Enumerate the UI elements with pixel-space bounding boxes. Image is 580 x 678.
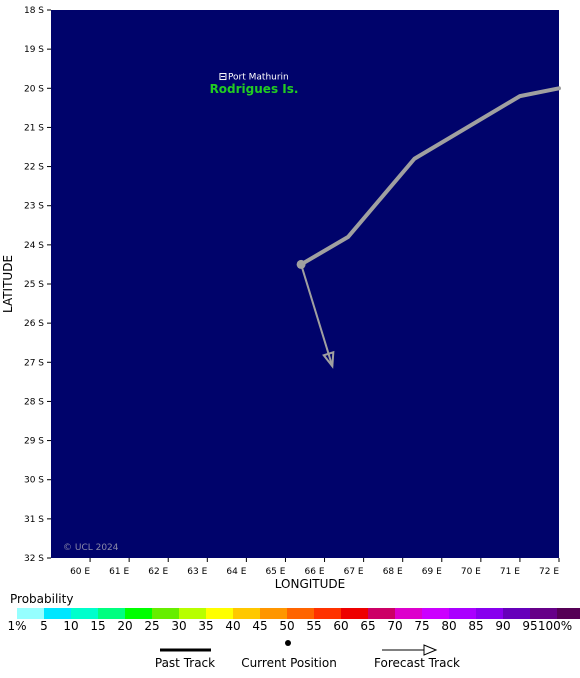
forecast-track-label: Forecast Track [374, 656, 460, 670]
probability-label: 55 [306, 619, 321, 633]
probability-swatch [17, 608, 44, 619]
probability-swatch [260, 608, 287, 619]
probability-label: 35 [198, 619, 213, 633]
past-track-label: Past Track [155, 656, 215, 670]
probability-label: 30 [171, 619, 186, 633]
probability-swatch [233, 608, 260, 619]
probability-swatch [179, 608, 206, 619]
forecast-arrowhead-icon [322, 350, 335, 369]
x-tick-label: 71 E [500, 567, 520, 577]
probability-label: 20 [117, 619, 132, 633]
probability-label: 90 [495, 619, 510, 633]
forecast-track-line [300, 264, 334, 367]
probability-label: 5 [40, 619, 48, 633]
probability-label: 75 [414, 619, 429, 633]
probability-label: 85 [468, 619, 483, 633]
probability-swatch [287, 608, 314, 619]
probability-swatch [125, 608, 152, 619]
probability-label: 80 [441, 619, 456, 633]
x-tick-label: 62 E [148, 567, 168, 577]
probability-label: 100% [538, 619, 572, 633]
copyright-text: © UCL 2024 [63, 543, 119, 553]
y-tick-label: 20 S [24, 84, 44, 94]
probability-label: 45 [252, 619, 267, 633]
latitude-axis: 18 S 19 S 20 S 21 S 22 S 23 S 24 S 25 S 26 S 27 S… [24, 6, 51, 564]
probability-label: 95 [522, 619, 537, 633]
probability-label: 10 [63, 619, 78, 633]
probability-swatch [503, 608, 530, 619]
map-plot-area [51, 10, 559, 558]
probability-swatch [422, 608, 449, 619]
track-layer [296, 86, 561, 369]
y-tick-label: 26 S [24, 319, 44, 329]
x-tick-label: 70 E [461, 567, 481, 577]
past-track-line [299, 86, 561, 267]
probability-label: 60 [333, 619, 348, 633]
probability-label: 1% [7, 619, 26, 633]
y-tick-label: 30 S [24, 476, 44, 486]
probability-label: 65 [360, 619, 375, 633]
y-tick-label: 31 S [24, 515, 44, 525]
x-tick-label: 67 E [344, 567, 364, 577]
y-tick-label: 24 S [24, 241, 44, 251]
probability-swatch [395, 608, 422, 619]
x-tick-label: 72 E [539, 567, 559, 577]
probability-swatch [98, 608, 125, 619]
current-position-label: Current Position [241, 656, 337, 670]
current-position-symbol [285, 640, 291, 646]
y-tick-label: 18 S [24, 6, 44, 16]
x-tick-label: 61 E [109, 567, 129, 577]
probability-swatch [476, 608, 503, 619]
x-tick-label: 69 E [422, 567, 442, 577]
island-label: Rodrigues Is. [210, 82, 299, 96]
longitude-axis: 60 E 61 E 62 E 63 E 64 E 65 E 66 E 67 E 68 E 69 E… [70, 558, 560, 577]
probability-label: 25 [144, 619, 159, 633]
y-tick-label: 19 S [24, 45, 44, 55]
x-tick-label: 65 E [265, 567, 285, 577]
probability-label: 15 [90, 619, 105, 633]
probability-swatch [557, 608, 580, 619]
probability-swatch [206, 608, 233, 619]
y-tick-label: 22 S [24, 163, 44, 173]
probability-label: 70 [387, 619, 402, 633]
y-tick-label: 29 S [24, 437, 44, 447]
probability-swatch [530, 608, 557, 619]
latitude-label: LATITUDE [1, 255, 15, 313]
legend-title: Probability [10, 592, 73, 606]
probability-label: 40 [225, 619, 240, 633]
forecast-arrowhead-symbol [423, 644, 438, 656]
probability-swatch [44, 608, 71, 619]
y-tick-label: 27 S [24, 358, 44, 368]
y-tick-label: 28 S [24, 397, 44, 407]
x-tick-label: 68 E [383, 567, 403, 577]
x-tick-label: 66 E [305, 567, 325, 577]
y-tick-label: 23 S [24, 202, 44, 212]
x-tick-label: 60 E [70, 567, 90, 577]
x-tick-label: 63 E [187, 567, 207, 577]
probability-swatch [341, 608, 368, 619]
probability-swatch [314, 608, 341, 619]
x-tick-label: 64 E [226, 567, 246, 577]
longitude-label: LONGITUDE [275, 577, 345, 591]
y-tick-label: 32 S [24, 554, 44, 564]
town-marker-icon [219, 73, 227, 81]
probability-swatch [368, 608, 395, 619]
y-tick-label: 25 S [24, 280, 44, 290]
place-label: Port Mathurin [228, 73, 289, 83]
probability-swatch [152, 608, 179, 619]
probability-swatch [449, 608, 476, 619]
probability-color-bar [17, 608, 580, 619]
probability-swatch [71, 608, 98, 619]
probability-labels: 1% 5 10 15 20 25 30 35 40 45 50 55 60 65 70 75 80 85 90 95 1… [7, 619, 572, 633]
probability-label: 50 [279, 619, 294, 633]
y-tick-label: 21 S [24, 123, 44, 133]
current-position-marker [296, 259, 306, 269]
